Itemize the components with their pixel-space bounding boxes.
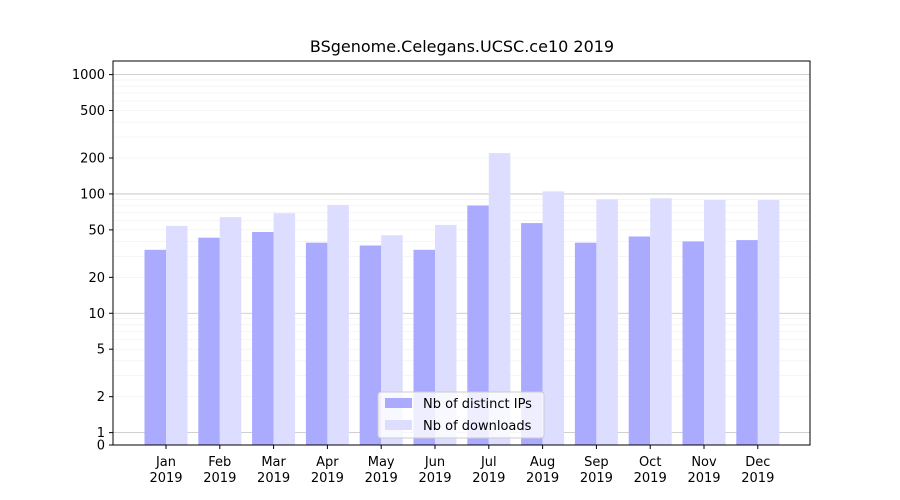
bar-downloads <box>435 224 457 445</box>
x-tick-label-year: 2019 <box>741 471 774 486</box>
x-tick-label-year: 2019 <box>365 471 398 486</box>
x-tick-label-month: Sep <box>584 455 609 470</box>
bar-distinct-ips <box>682 241 704 445</box>
chart-title: BSgenome.Celegans.UCSC.ce10 2019 <box>310 37 614 56</box>
x-tick-label-year: 2019 <box>257 471 290 486</box>
y-tick-label: 10 <box>88 307 105 322</box>
y-tick-label: 20 <box>88 271 105 286</box>
legend-box <box>377 391 545 439</box>
y-axis: 01 2 5 10 20 50 100 200 500 1000 <box>72 68 113 454</box>
bar-downloads <box>542 191 565 445</box>
x-tick-label-year: 2019 <box>418 471 451 486</box>
x-tick-label-year: 2019 <box>526 471 559 486</box>
bar-distinct-ips <box>628 236 651 445</box>
x-tick-label-year: 2019 <box>203 471 236 486</box>
x-tick-label-month: Nov <box>691 455 717 470</box>
bar-distinct-ips <box>521 223 543 445</box>
x-tick-label-month: Dec <box>745 455 770 470</box>
y-tick-label: 500 <box>80 104 105 119</box>
bar-distinct-ips <box>359 245 382 445</box>
y-tick-label: 0 <box>97 439 105 454</box>
bar-downloads <box>327 204 349 445</box>
x-tick-label-year: 2019 <box>687 471 720 486</box>
bar-downloads <box>650 198 672 445</box>
bar-downloads <box>488 153 511 445</box>
legend-label-distinct-ips: Nb of distinct IPs <box>423 397 532 412</box>
bar-downloads <box>219 217 242 445</box>
y-tick-label: 2 <box>97 390 105 405</box>
bar-distinct-ips <box>305 242 328 445</box>
x-tick-label-year: 2019 <box>580 471 613 486</box>
x-tick-label-month: Mar <box>261 455 286 470</box>
x-tick-label-year: 2019 <box>634 471 667 486</box>
bar-distinct-ips <box>198 237 220 445</box>
legend-swatch-downloads <box>385 420 412 430</box>
bar-distinct-ips <box>736 240 758 445</box>
bar-distinct-ips <box>252 232 274 445</box>
bar-downloads <box>166 225 188 445</box>
x-tick-label-year: 2019 <box>311 471 344 486</box>
bar-downloads <box>704 200 726 445</box>
bar-distinct-ips <box>144 249 166 445</box>
x-tick-label-month: May <box>368 455 395 470</box>
legend: Nb of distinct IPs Nb of downloads <box>377 391 545 439</box>
legend-swatch-distinct-ips <box>385 398 412 408</box>
y-tick-label: 5 <box>97 343 105 358</box>
bar-downloads <box>596 199 618 445</box>
bar-distinct-ips <box>467 205 489 445</box>
y-tick-label: 1000 <box>72 68 105 83</box>
bar-downloads <box>273 213 296 445</box>
x-tick-label-month: Apr <box>316 455 339 470</box>
x-axis: Jan2019Feb2019Mar2019Apr2019May2019Jun20… <box>149 445 774 486</box>
x-tick-label-year: 2019 <box>472 471 505 486</box>
plot-frame <box>112 60 811 446</box>
y-tick-label: 50 <box>88 223 105 238</box>
x-tick-label-month: Jun <box>424 455 445 470</box>
x-tick-label-year: 2019 <box>149 471 182 486</box>
bar-downloads <box>757 200 780 445</box>
y-tick-label: 1 <box>97 426 105 441</box>
x-tick-label-month: Jan <box>155 455 176 470</box>
y-tick-label: 100 <box>80 187 105 202</box>
bar-distinct-ips <box>574 242 597 445</box>
x-tick-label-month: Feb <box>208 455 231 470</box>
y-tick-label: 200 <box>80 152 105 167</box>
x-tick-label-month: Aug <box>530 455 555 470</box>
legend-label-downloads: Nb of downloads <box>423 419 532 434</box>
x-tick-label-month: Jul <box>480 455 497 470</box>
x-tick-label-month: Oct <box>639 455 661 470</box>
